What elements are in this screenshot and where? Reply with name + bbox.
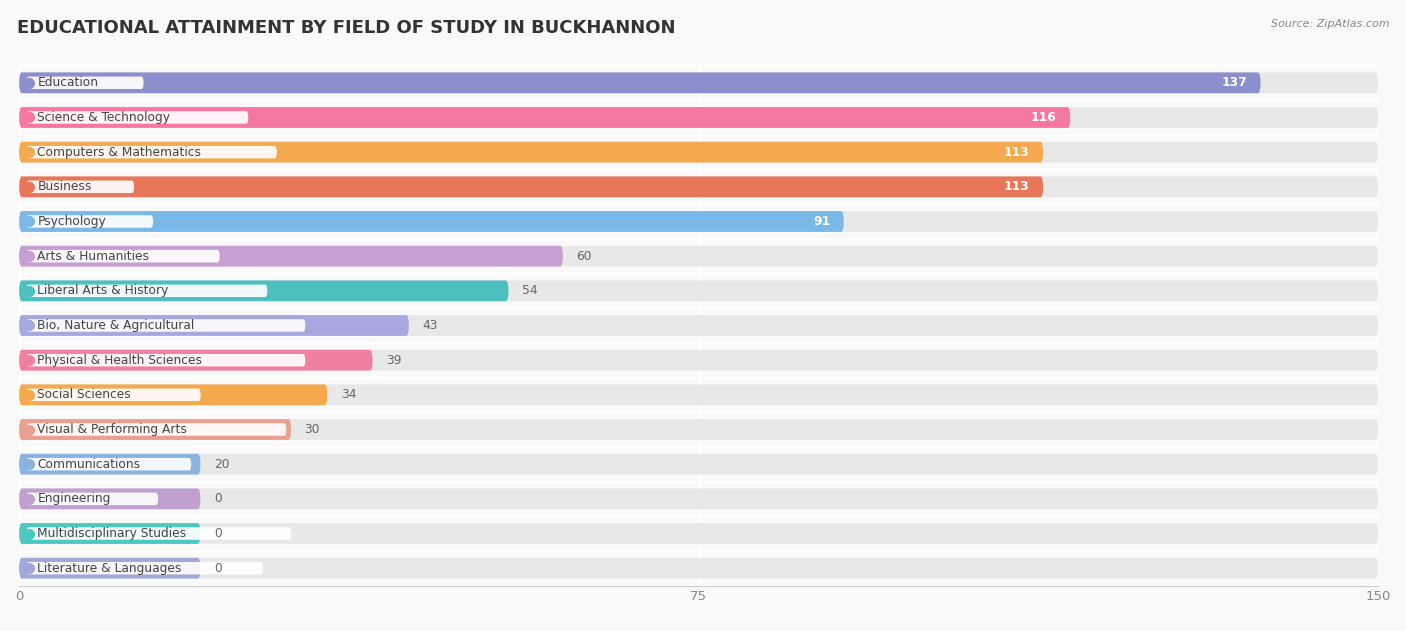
FancyBboxPatch shape <box>20 523 1378 544</box>
FancyBboxPatch shape <box>20 419 291 440</box>
Text: Arts & Humanities: Arts & Humanities <box>38 250 149 262</box>
Text: Education: Education <box>38 76 98 90</box>
FancyBboxPatch shape <box>27 528 291 540</box>
FancyBboxPatch shape <box>20 73 1378 93</box>
Text: 137: 137 <box>1222 76 1247 90</box>
FancyBboxPatch shape <box>20 523 201 544</box>
FancyBboxPatch shape <box>27 111 249 124</box>
Text: 91: 91 <box>813 215 830 228</box>
Text: Visual & Performing Arts: Visual & Performing Arts <box>38 423 187 436</box>
FancyBboxPatch shape <box>20 488 1378 509</box>
Text: 113: 113 <box>1004 180 1029 193</box>
FancyBboxPatch shape <box>20 177 1378 198</box>
FancyBboxPatch shape <box>27 423 287 436</box>
FancyBboxPatch shape <box>20 419 1378 440</box>
Text: Multidisciplinary Studies: Multidisciplinary Studies <box>38 527 187 540</box>
Text: Computers & Mathematics: Computers & Mathematics <box>38 146 201 158</box>
FancyBboxPatch shape <box>20 211 844 232</box>
FancyBboxPatch shape <box>27 180 134 193</box>
FancyBboxPatch shape <box>20 177 1043 198</box>
Text: 30: 30 <box>305 423 321 436</box>
FancyBboxPatch shape <box>20 384 328 405</box>
Text: 0: 0 <box>214 492 222 505</box>
FancyBboxPatch shape <box>20 107 1070 128</box>
FancyBboxPatch shape <box>27 354 305 367</box>
FancyBboxPatch shape <box>20 315 409 336</box>
Text: Source: ZipAtlas.com: Source: ZipAtlas.com <box>1271 19 1389 29</box>
FancyBboxPatch shape <box>20 454 201 475</box>
FancyBboxPatch shape <box>27 319 305 332</box>
FancyBboxPatch shape <box>20 350 1378 370</box>
FancyBboxPatch shape <box>20 107 1378 128</box>
FancyBboxPatch shape <box>27 389 201 401</box>
FancyBboxPatch shape <box>27 215 153 228</box>
FancyBboxPatch shape <box>27 250 219 262</box>
Text: Communications: Communications <box>38 457 141 471</box>
Text: EDUCATIONAL ATTAINMENT BY FIELD OF STUDY IN BUCKHANNON: EDUCATIONAL ATTAINMENT BY FIELD OF STUDY… <box>17 19 675 37</box>
Text: Physical & Health Sciences: Physical & Health Sciences <box>38 353 202 367</box>
FancyBboxPatch shape <box>27 562 263 574</box>
FancyBboxPatch shape <box>20 142 1043 163</box>
FancyBboxPatch shape <box>20 488 201 509</box>
Text: Bio, Nature & Agricultural: Bio, Nature & Agricultural <box>38 319 194 332</box>
FancyBboxPatch shape <box>27 76 143 89</box>
FancyBboxPatch shape <box>20 280 1378 301</box>
Text: Psychology: Psychology <box>38 215 105 228</box>
FancyBboxPatch shape <box>20 558 1378 579</box>
Text: 34: 34 <box>340 388 356 401</box>
Text: 39: 39 <box>387 353 402 367</box>
FancyBboxPatch shape <box>20 558 201 579</box>
FancyBboxPatch shape <box>27 493 159 505</box>
FancyBboxPatch shape <box>27 458 191 471</box>
FancyBboxPatch shape <box>20 384 1378 405</box>
FancyBboxPatch shape <box>20 315 1378 336</box>
FancyBboxPatch shape <box>20 454 1378 475</box>
FancyBboxPatch shape <box>27 285 267 297</box>
FancyBboxPatch shape <box>20 245 562 266</box>
Text: Literature & Languages: Literature & Languages <box>38 562 181 575</box>
FancyBboxPatch shape <box>20 245 1378 266</box>
Text: Liberal Arts & History: Liberal Arts & History <box>38 285 169 297</box>
Text: 0: 0 <box>214 562 222 575</box>
FancyBboxPatch shape <box>27 146 277 158</box>
Text: 54: 54 <box>522 285 537 297</box>
FancyBboxPatch shape <box>20 280 509 301</box>
Text: 60: 60 <box>576 250 592 262</box>
Text: 113: 113 <box>1004 146 1029 158</box>
Text: 20: 20 <box>214 457 229 471</box>
Text: Business: Business <box>38 180 91 193</box>
Text: Science & Technology: Science & Technology <box>38 111 170 124</box>
FancyBboxPatch shape <box>20 142 1378 163</box>
FancyBboxPatch shape <box>20 350 373 370</box>
Text: Engineering: Engineering <box>38 492 111 505</box>
FancyBboxPatch shape <box>20 211 1378 232</box>
Text: 0: 0 <box>214 527 222 540</box>
Text: 116: 116 <box>1031 111 1057 124</box>
Text: 43: 43 <box>422 319 437 332</box>
Text: Social Sciences: Social Sciences <box>38 388 131 401</box>
FancyBboxPatch shape <box>20 73 1261 93</box>
